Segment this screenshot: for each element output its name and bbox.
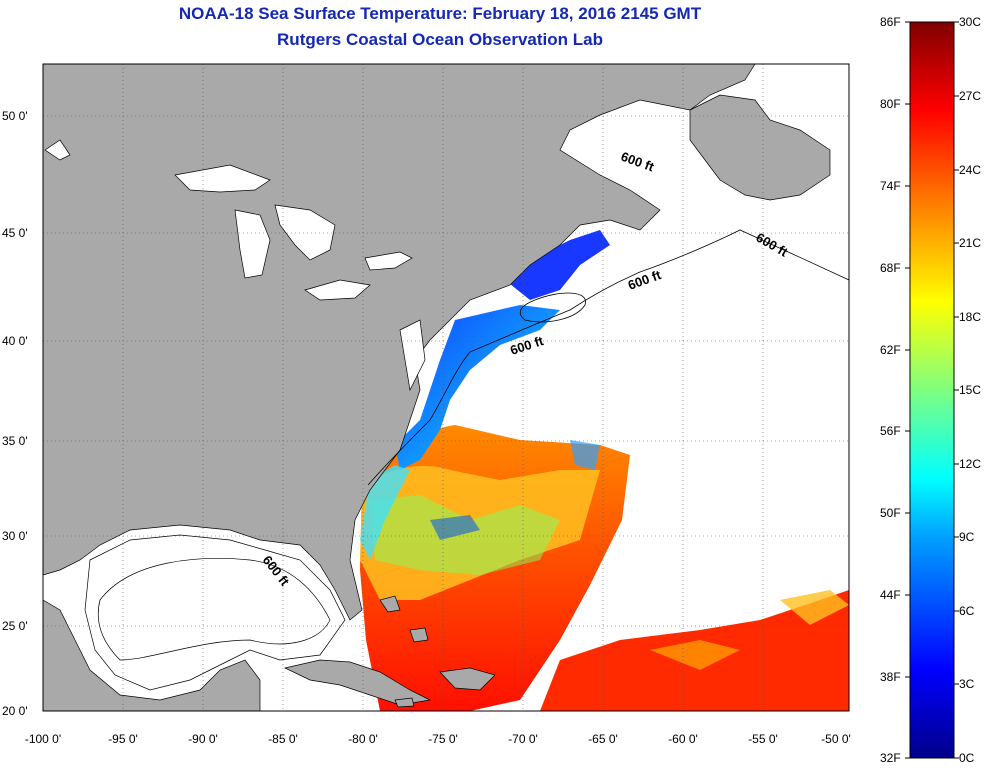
colorbar-f-label: 80F [880, 97, 901, 111]
lat-label: 40 0' [2, 334, 28, 348]
georges-bank-outline [519, 292, 586, 323]
map-subtitle: Rutgers Coastal Ocean Observation Lab [277, 30, 603, 49]
lon-label: -65 0' [588, 732, 618, 746]
lat-label: 25 0' [2, 619, 28, 633]
lon-label: -75 0' [428, 732, 458, 746]
colorbar-f-label: 44F [880, 588, 901, 602]
lon-label: -70 0' [508, 732, 538, 746]
colorbar-ticks [905, 21, 959, 759]
gulf-contour-600ft [97, 558, 331, 661]
temperature-colorbar [909, 21, 955, 759]
lon-label: -95 0' [108, 732, 138, 746]
colorbar-f-label: 56F [880, 424, 901, 438]
colorbar-c-label: 9C [959, 530, 975, 544]
colorbar-c-label: 18C [959, 310, 981, 324]
land-masses [42, 63, 831, 712]
colorbar-c-label: 0C [959, 751, 975, 765]
colorbar-c-label: 27C [959, 89, 981, 103]
colorbar-f-label: 74F [880, 179, 901, 193]
lon-label: -100 0' [25, 732, 61, 746]
colorbar-c-label: 12C [959, 457, 981, 471]
colorbar-f-label: 86F [880, 15, 901, 29]
colorbar-c-label: 21C [959, 236, 981, 250]
great-lakes [44, 139, 426, 392]
colorbar-f-label: 32F [880, 751, 901, 765]
lat-label: 45 0' [2, 226, 28, 240]
colorbar-c-label: 3C [959, 677, 975, 691]
map-title: NOAA-18 Sea Surface Temperature: Februar… [178, 4, 702, 23]
colorbar-f-label: 38F [880, 670, 901, 684]
colorbar-c-label: 15C [959, 383, 981, 397]
lon-label: -50 0' [821, 732, 851, 746]
colorbar-c-label: 24C [959, 163, 981, 177]
lon-label: -90 0' [188, 732, 218, 746]
colorbar-c-label: 6C [959, 604, 975, 618]
lon-label: -85 0' [268, 732, 298, 746]
colorbar-f-label: 62F [880, 343, 901, 357]
colorbar-c-label: 30C [959, 15, 981, 29]
gulf-of-mexico [84, 534, 346, 691]
lon-label: -60 0' [668, 732, 698, 746]
colorbar-f-label: 50F [880, 506, 901, 520]
colorbar-f-label: 68F [880, 261, 901, 275]
lon-label: -80 0' [348, 732, 378, 746]
atlantic-contour-600ft [367, 229, 850, 486]
lon-label: -55 0' [748, 732, 778, 746]
lat-label: 20 0' [2, 704, 28, 718]
lat-label: 35 0' [2, 434, 28, 448]
lat-label: 30 0' [2, 529, 28, 543]
lat-label: 50 0' [2, 109, 28, 123]
